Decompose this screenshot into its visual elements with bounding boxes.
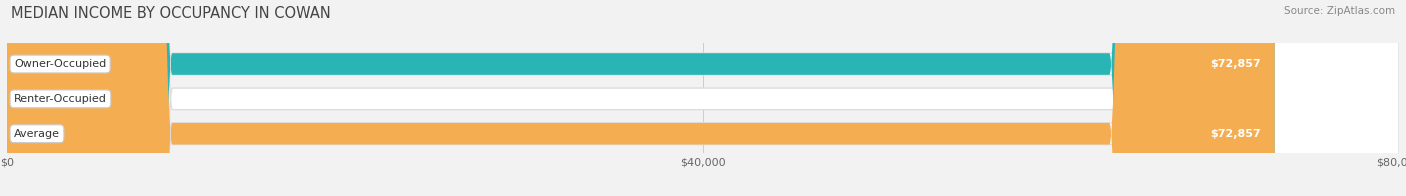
FancyBboxPatch shape — [7, 0, 1275, 196]
FancyBboxPatch shape — [7, 0, 83, 196]
Text: Source: ZipAtlas.com: Source: ZipAtlas.com — [1284, 6, 1395, 16]
FancyBboxPatch shape — [7, 0, 1399, 196]
Text: MEDIAN INCOME BY OCCUPANCY IN COWAN: MEDIAN INCOME BY OCCUPANCY IN COWAN — [11, 6, 330, 21]
Text: $72,857: $72,857 — [1211, 129, 1261, 139]
Text: $0: $0 — [97, 94, 111, 104]
Text: $72,857: $72,857 — [1211, 59, 1261, 69]
FancyBboxPatch shape — [7, 0, 1399, 196]
Text: Average: Average — [14, 129, 60, 139]
FancyBboxPatch shape — [7, 0, 1399, 196]
Text: Owner-Occupied: Owner-Occupied — [14, 59, 107, 69]
Text: Renter-Occupied: Renter-Occupied — [14, 94, 107, 104]
FancyBboxPatch shape — [7, 0, 1275, 196]
